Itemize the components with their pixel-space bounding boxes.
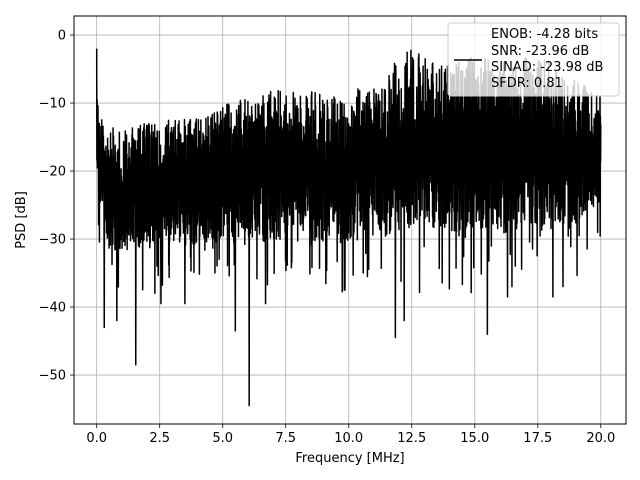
y-tick-label: −10 <box>39 97 66 112</box>
x-tick-label: 5.0 <box>212 431 233 446</box>
legend-entry-sinad: SINAD: -23.98 dB <box>491 60 603 75</box>
x-tick-label: 10.0 <box>334 431 363 446</box>
x-tick-label: 7.5 <box>275 431 296 446</box>
x-tick-label: 15.0 <box>460 431 489 446</box>
y-axis-label: PSD [dB] <box>14 191 29 249</box>
y-tick-label: −40 <box>39 301 66 316</box>
y-tick-label: −20 <box>39 165 66 180</box>
y-tick-label: −30 <box>39 233 66 248</box>
x-axis-ticks: 0.0 2.5 5.0 7.5 10.0 12.5 15.0 17.5 20.0 <box>86 424 615 446</box>
y-tick-label: −50 <box>39 369 66 384</box>
x-tick-label: 0.0 <box>86 431 107 446</box>
psd-line <box>95 48 602 407</box>
y-axis-ticks: 0 −10 −20 −30 −40 −50 <box>39 29 74 384</box>
legend-entry-snr: SNR: -23.96 dB <box>491 44 589 59</box>
x-tick-label: 12.5 <box>397 431 426 446</box>
x-tick-label: 2.5 <box>149 431 170 446</box>
x-tick-label: 20.0 <box>586 431 615 446</box>
legend-box <box>447 22 620 97</box>
y-tick-label: 0 <box>58 29 66 44</box>
psd-series <box>95 48 602 407</box>
legend-entry-enob: ENOB: -4.28 bits <box>491 27 598 42</box>
legend: ENOB: -4.28 bits SNR: -23.96 dB SINAD: -… <box>447 22 620 97</box>
x-tick-label: 17.5 <box>523 431 552 446</box>
x-axis-label: Frequency [MHz] <box>295 451 404 466</box>
legend-entry-sfdr: SFDR: 0.81 <box>491 76 563 91</box>
plot-frame <box>73 15 627 425</box>
